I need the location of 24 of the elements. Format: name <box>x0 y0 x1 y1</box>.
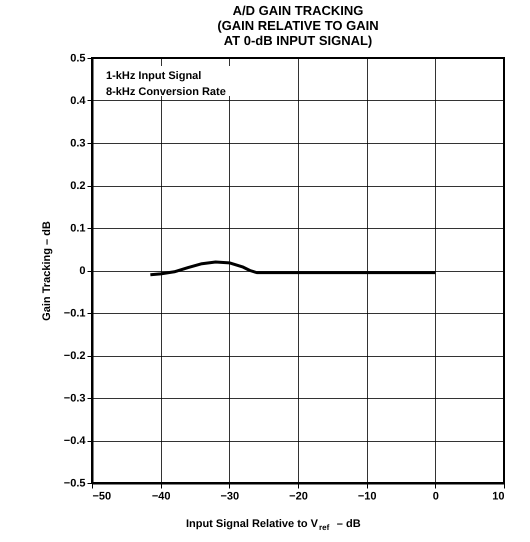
y-tick-label: 0.2 <box>70 180 86 192</box>
x-tick-label: −20 <box>289 490 308 502</box>
x-tick-label: −30 <box>220 490 240 502</box>
x-tick-label: 0 <box>432 490 439 502</box>
y-tick-label: −0.4 <box>64 435 86 447</box>
y-tick-label: 0.1 <box>70 222 86 234</box>
annotation: 1-kHz Input Signal <box>106 70 202 82</box>
y-tick-label: −0.1 <box>64 308 86 320</box>
y-tick-label: 0 <box>79 265 86 277</box>
x-tick-label: −40 <box>152 490 171 502</box>
y-tick-label: −0.5 <box>64 478 86 490</box>
y-axis-title: Gain Tracking – dB <box>40 221 53 321</box>
text: AT 0-dB INPUT SIGNAL) <box>224 33 372 48</box>
x-tick-label: −10 <box>358 490 377 502</box>
text: (GAIN RELATIVE TO GAIN <box>217 18 379 33</box>
y-tick-label: −0.2 <box>64 350 86 362</box>
y-tick-label: 0.4 <box>70 95 86 107</box>
y-tick-label: 0.5 <box>70 52 86 64</box>
x-tick-label: 10 <box>492 490 504 502</box>
text: A/D GAIN TRACKING <box>232 3 364 18</box>
y-tick-label: 0.3 <box>70 138 86 150</box>
annotation: 8-kHz Conversion Rate <box>106 86 226 98</box>
x-tick-label: −50 <box>92 490 112 502</box>
y-tick-label: −0.3 <box>64 392 86 404</box>
